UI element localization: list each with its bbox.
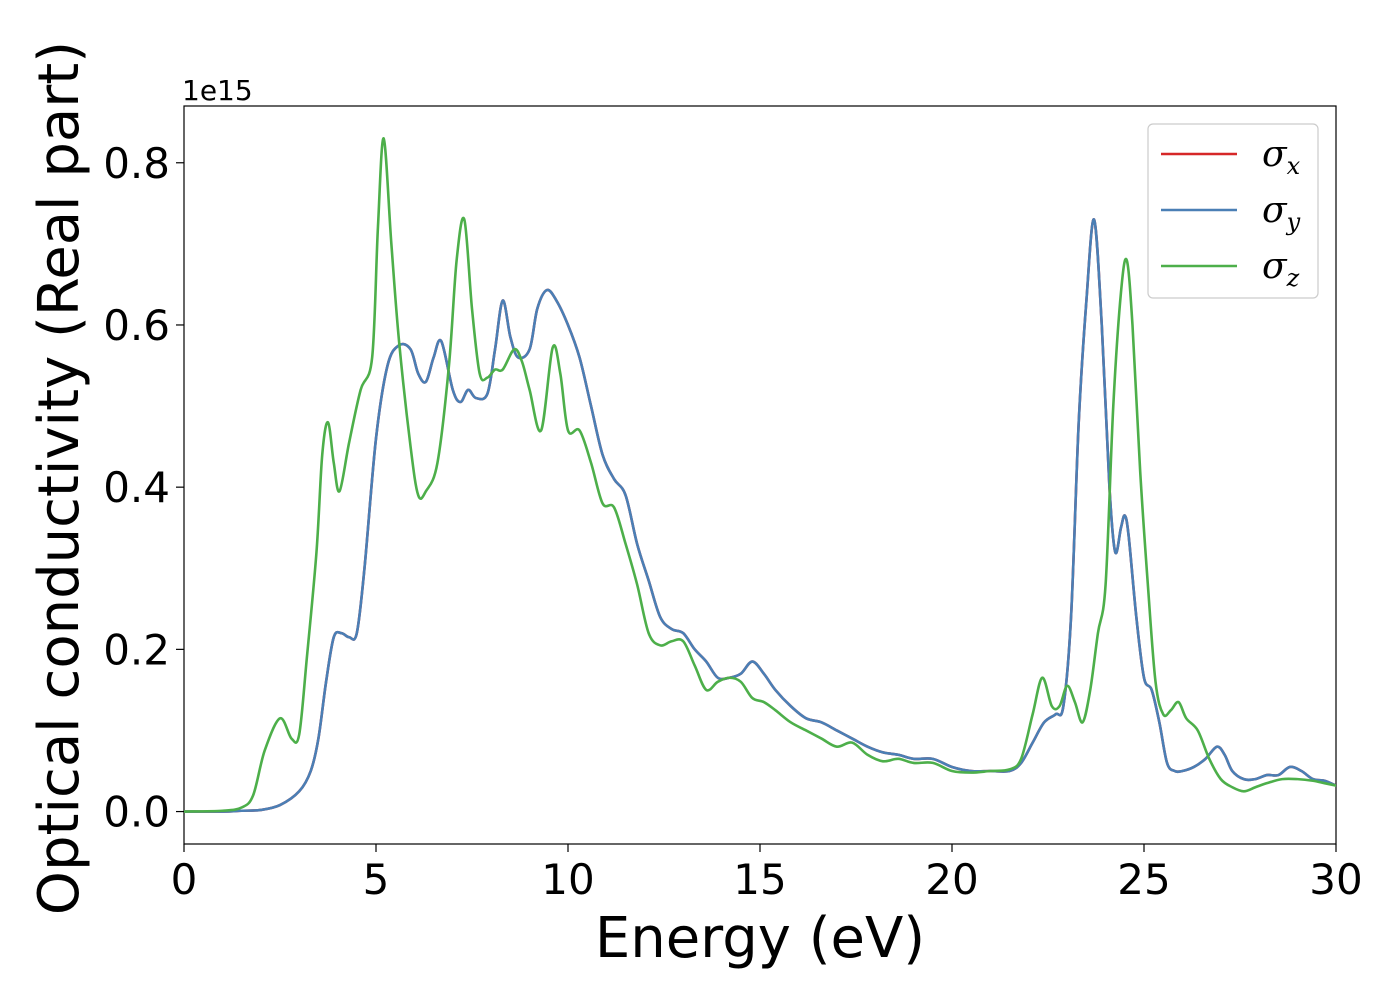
y-axis-title: Optical conductivity (Real part) [27, 41, 92, 915]
series-line-y [184, 218, 1336, 813]
y-axis-ticks: 0.0 0.2 0.4 0.6 0.8 [103, 139, 184, 837]
y-tick-label: 0.0 [103, 788, 170, 837]
y-tick-label: 0.2 [103, 625, 170, 674]
x-axis-title: Energy (eV) [595, 906, 925, 971]
legend-label-subscript: z [1286, 264, 1300, 292]
y-tick-label: 0.8 [103, 139, 170, 188]
x-axis-ticks: 0 5 10 15 20 25 30 [171, 844, 1363, 904]
legend-label-base: σ [1262, 246, 1288, 287]
y-tick-label: 0.4 [103, 463, 170, 512]
x-tick-label: 10 [541, 855, 594, 904]
x-tick-label: 0 [171, 855, 198, 904]
legend-label-x: σx [1262, 134, 1301, 180]
series-line-z [184, 137, 1336, 813]
x-tick-label: 15 [733, 855, 786, 904]
x-tick-label: 25 [1117, 855, 1170, 904]
legend-label-base: σ [1262, 190, 1288, 231]
legend-label-subscript: y [1286, 208, 1301, 236]
legend-label-subscript: x [1287, 152, 1301, 180]
y-tick-label: 0.6 [103, 301, 170, 350]
legend-label-base: σ [1262, 134, 1288, 175]
legend-label-y: σy [1262, 190, 1301, 236]
x-tick-label: 20 [925, 855, 978, 904]
x-tick-label: 5 [363, 855, 390, 904]
series-line-x [184, 218, 1336, 813]
legend-label-z: σz [1262, 246, 1300, 292]
y-offset-label: 1e15 [182, 74, 253, 107]
series-layer [184, 137, 1336, 813]
x-tick-label: 30 [1309, 855, 1362, 904]
